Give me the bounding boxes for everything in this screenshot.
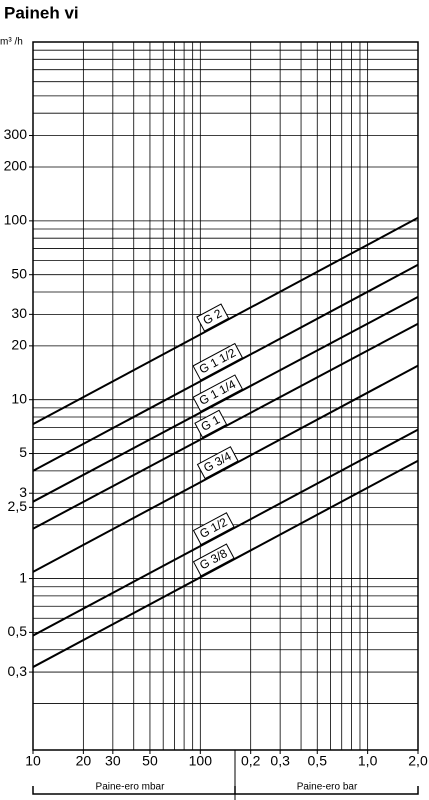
x-tick-label: 30 (105, 753, 121, 769)
y-tick-label: 5 (19, 444, 27, 460)
series-line (32, 295, 419, 503)
range-bracket (32, 786, 419, 795)
y-tick-label: 50 (11, 265, 27, 281)
label-box (192, 374, 244, 413)
x-tick-label: 100 (189, 753, 213, 769)
y-axis-label: m³ /h (0, 37, 23, 48)
x-tick-label: 2,0 (408, 753, 428, 769)
chart-title: Paineh vi (4, 3, 79, 22)
x-tick-label: 0,2 (241, 753, 261, 769)
y-tick-label: 0,5 (8, 623, 28, 639)
x-tick-label: 10 (25, 753, 41, 769)
series-line (32, 216, 419, 426)
x-tick-label: 0,5 (308, 753, 328, 769)
x-tick-label: 1,0 (358, 753, 378, 769)
y-tick-label: 300 (4, 126, 28, 142)
y-tick-label: 200 (4, 158, 28, 174)
series-line (32, 364, 419, 573)
plot-frame (32, 41, 419, 751)
y-tick-label: 3 (19, 484, 27, 500)
series-line (32, 428, 419, 637)
label-box (192, 543, 235, 577)
y-tick-label: 10 (11, 390, 27, 406)
x-tick-label: 0,3 (270, 753, 290, 769)
y-tick-label: 1 (19, 569, 27, 585)
series-label: G 2 (196, 303, 230, 332)
label-box (192, 342, 244, 381)
y-tick-label: 30 (11, 305, 27, 321)
y-tick-label: 0,3 (8, 663, 28, 679)
series-line (32, 263, 419, 472)
label-box (194, 409, 228, 439)
series-label: G 3/8 (192, 543, 235, 577)
series-label: G 1 (194, 409, 228, 439)
x-tick-label: 20 (76, 753, 92, 769)
series-line (32, 459, 419, 668)
label-box (196, 446, 239, 480)
y-tick-label: 20 (11, 337, 27, 353)
y-tick-label: 2,5 (8, 498, 28, 514)
label-box (196, 303, 230, 332)
series-line (32, 322, 419, 530)
y-tick-label: 100 (4, 212, 28, 228)
x-axis-label: Paine-ero bar (297, 782, 358, 793)
x-tick-label: 50 (142, 753, 158, 769)
x-axis-label: Paine-ero mbar (96, 782, 166, 793)
label-box (192, 512, 235, 546)
